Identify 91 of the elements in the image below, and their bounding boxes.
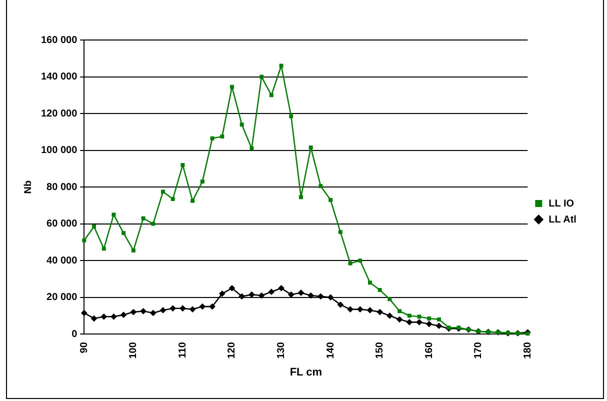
point bbox=[248, 291, 255, 298]
point bbox=[90, 315, 98, 322]
point bbox=[288, 291, 294, 298]
point bbox=[368, 280, 372, 285]
point bbox=[299, 195, 303, 200]
point bbox=[337, 302, 344, 308]
point bbox=[120, 312, 127, 318]
point bbox=[250, 146, 254, 150]
legend-label: LL Atl bbox=[548, 214, 577, 226]
x-tick-label: 90 bbox=[78, 342, 90, 354]
point bbox=[436, 322, 442, 330]
x-tick-label: 110 bbox=[177, 342, 188, 358]
point bbox=[338, 230, 342, 234]
point bbox=[289, 114, 294, 118]
point bbox=[220, 134, 224, 138]
point bbox=[151, 222, 156, 226]
y-tick-label: 120 000 bbox=[40, 108, 78, 120]
x-tick-label: 160 bbox=[424, 342, 435, 359]
point bbox=[427, 316, 432, 320]
point bbox=[376, 308, 384, 316]
point bbox=[347, 306, 354, 312]
point bbox=[228, 284, 236, 292]
point bbox=[180, 305, 186, 312]
point bbox=[356, 306, 364, 312]
point bbox=[398, 309, 402, 314]
point bbox=[190, 198, 195, 203]
point bbox=[230, 84, 234, 89]
point bbox=[416, 318, 422, 326]
y-tick-label: 0 bbox=[72, 328, 78, 340]
point bbox=[436, 317, 441, 322]
point bbox=[199, 303, 206, 310]
point bbox=[406, 318, 413, 326]
point bbox=[180, 163, 185, 167]
x-tick-label: 150 bbox=[374, 342, 386, 359]
point bbox=[317, 293, 324, 300]
y-tick-label: 160 000 bbox=[40, 34, 78, 46]
point bbox=[258, 292, 265, 299]
point bbox=[140, 308, 146, 314]
point bbox=[150, 310, 156, 316]
point bbox=[170, 305, 176, 312]
x-tick-label: 100 bbox=[128, 342, 140, 359]
point bbox=[100, 313, 108, 320]
point bbox=[161, 190, 165, 194]
point bbox=[80, 310, 88, 316]
point bbox=[110, 313, 117, 320]
y-tick-label: 20 000 bbox=[46, 292, 78, 304]
point bbox=[378, 288, 382, 292]
point bbox=[82, 238, 86, 242]
x-tick-label: 140 bbox=[325, 342, 336, 359]
point bbox=[366, 307, 374, 314]
point bbox=[388, 297, 392, 302]
point bbox=[112, 212, 116, 217]
y-tick-label: 40 000 bbox=[46, 255, 78, 266]
point bbox=[308, 146, 313, 150]
point bbox=[189, 306, 196, 312]
point bbox=[386, 312, 393, 319]
point bbox=[278, 284, 284, 292]
point bbox=[426, 320, 432, 328]
x-tick-label: 170 bbox=[473, 342, 484, 359]
y-tick-label: 100 000 bbox=[40, 145, 78, 156]
point bbox=[308, 292, 314, 299]
point bbox=[210, 136, 214, 140]
point bbox=[218, 290, 226, 297]
point bbox=[170, 197, 175, 201]
point bbox=[327, 294, 334, 301]
point bbox=[396, 316, 403, 323]
x-tick-label: 180 bbox=[522, 342, 534, 359]
point bbox=[130, 308, 137, 316]
point bbox=[209, 303, 216, 310]
y-tick-label: 140 000 bbox=[40, 72, 78, 83]
x-axis-title: FL cm bbox=[290, 366, 322, 378]
point bbox=[102, 246, 106, 251]
point bbox=[269, 93, 274, 98]
point bbox=[131, 248, 136, 252]
point bbox=[141, 216, 146, 220]
point bbox=[200, 180, 204, 184]
point bbox=[318, 184, 323, 188]
point bbox=[328, 198, 333, 202]
point bbox=[238, 293, 246, 300]
y-tick-label: 60 000 bbox=[46, 218, 78, 230]
point bbox=[122, 231, 126, 235]
x-tick-label: 130 bbox=[276, 342, 288, 359]
point bbox=[526, 332, 530, 336]
x-tick-label: 120 bbox=[226, 342, 238, 359]
point bbox=[268, 288, 275, 296]
y-tick-label: 80 000 bbox=[46, 182, 78, 193]
point bbox=[358, 258, 362, 263]
point bbox=[92, 224, 96, 229]
y-axis-title: Nb bbox=[22, 180, 34, 194]
point bbox=[240, 122, 244, 127]
legend-label: LL IO bbox=[548, 198, 574, 210]
